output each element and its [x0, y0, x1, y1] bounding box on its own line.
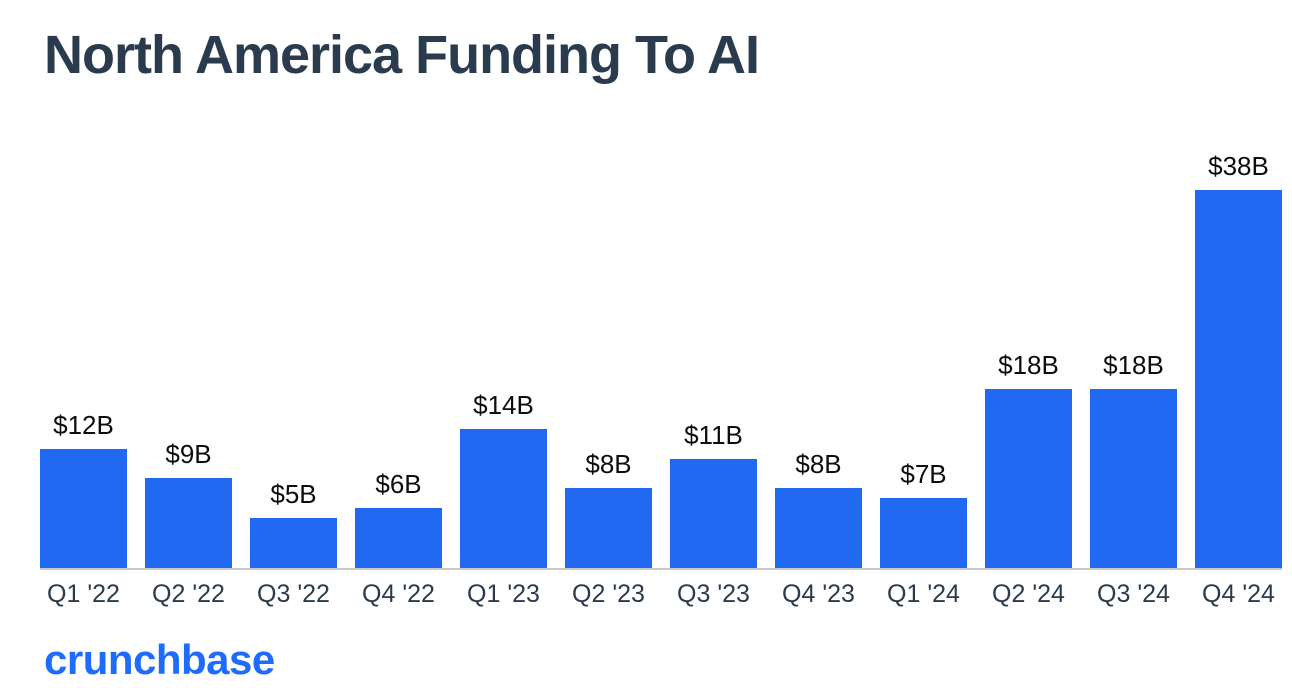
x-axis-label: Q4 '24	[1202, 580, 1275, 608]
crunchbase-logo: crunchbase	[44, 636, 275, 683]
bar	[565, 488, 652, 568]
bar-column: $11B	[670, 420, 757, 568]
bar-column: $38B	[1195, 151, 1282, 568]
x-axis-label: Q4 '23	[782, 580, 855, 608]
x-axis-label: Q3 '23	[677, 580, 750, 608]
x-axis-label: Q4 '22	[362, 580, 435, 608]
bar-value-label: $12B	[53, 410, 114, 440]
bar-value-label: $18B	[998, 350, 1059, 380]
bar-column: $18B	[985, 350, 1072, 568]
bar	[775, 488, 862, 568]
bar-value-label: $14B	[473, 390, 534, 420]
bar-value-label: $6B	[375, 469, 422, 499]
bar	[355, 508, 442, 568]
x-axis-label: Q3 '24	[1097, 580, 1170, 608]
bar	[460, 429, 547, 568]
bar-value-label: $8B	[585, 449, 632, 479]
bar-value-label: $11B	[684, 420, 743, 450]
x-axis-label: Q2 '22	[152, 580, 225, 608]
bar-chart: $12B $9B $5B $6B $14B $8B $11B $8B $7B $18B $18B $3…	[40, 150, 1282, 609]
x-labels: Q1 '22 Q2 '22 Q3 '22 Q4 '22 Q1 '23 Q2 '23 Q3 '…	[40, 580, 1282, 609]
bar-column: $7B	[880, 459, 967, 568]
bar-column: $14B	[460, 390, 547, 568]
bar	[40, 449, 127, 568]
bar-value-label: $38B	[1208, 151, 1269, 181]
bar-value-label: $9B	[165, 439, 212, 469]
bar-value-label: $18B	[1103, 350, 1164, 380]
bar-value-label: $8B	[795, 449, 842, 479]
bar	[985, 389, 1072, 568]
x-axis-label: Q2 '24	[992, 580, 1065, 608]
x-axis-label: Q1 '23	[467, 580, 540, 608]
bar-column: $6B	[355, 469, 442, 568]
bar-column: $9B	[145, 439, 232, 568]
bars: $12B $9B $5B $6B $14B $8B $11B $8B $7B $18B $18B $3…	[40, 150, 1282, 570]
bar-value-label: $7B	[900, 459, 947, 489]
page-title: North America Funding To AI	[44, 25, 760, 85]
x-axis-label: Q3 '22	[257, 580, 330, 608]
bar-column: $8B	[775, 449, 862, 568]
x-axis-label: Q2 '23	[572, 580, 645, 608]
bar	[880, 498, 967, 568]
bar	[250, 518, 337, 568]
bar	[1195, 190, 1282, 568]
bar-column: $5B	[250, 479, 337, 568]
bar-column: $18B	[1090, 350, 1177, 568]
bar-column: $12B	[40, 410, 127, 568]
x-axis-label: Q1 '22	[47, 580, 120, 608]
bar-column: $8B	[565, 449, 652, 568]
bar	[670, 459, 757, 568]
bar	[145, 478, 232, 568]
bar	[1090, 389, 1177, 568]
bar-value-label: $5B	[270, 479, 317, 509]
x-axis-label: Q1 '24	[887, 580, 960, 608]
